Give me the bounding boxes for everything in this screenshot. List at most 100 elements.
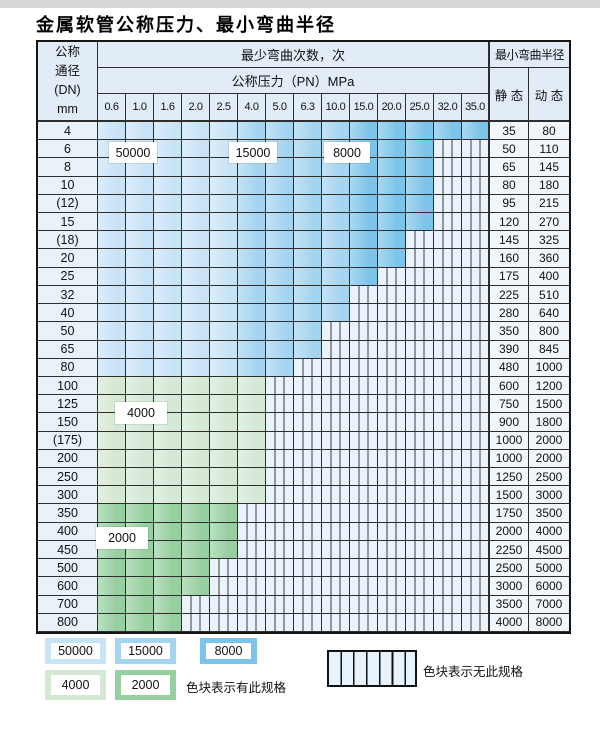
cycles-cell [434, 249, 462, 268]
pressure-tick: 4.0 [238, 94, 266, 122]
cycles-cell [154, 358, 182, 377]
cycles-cell [350, 304, 378, 323]
cycles-cell [378, 504, 406, 523]
cycles-cell [462, 449, 490, 469]
cycles-cell [350, 194, 378, 214]
cycles-cell [126, 267, 154, 286]
cycles-cell [154, 522, 182, 541]
cycles-cell [406, 140, 434, 159]
cycles-cell [154, 267, 182, 286]
cycles-cell [294, 431, 322, 450]
cycles-cell [434, 376, 462, 396]
pressure-tick: 32.0 [434, 94, 462, 122]
cycles-cell [266, 267, 294, 286]
dn-cell: 20 [38, 249, 98, 268]
cycles-cell [238, 122, 266, 141]
cycles-cell [98, 285, 126, 305]
cycles-cell [154, 140, 182, 159]
cycles-cell [434, 176, 462, 195]
dn-cell: 600 [38, 577, 98, 596]
dn-cell: 50 [38, 322, 98, 341]
cycles-cell [434, 285, 462, 305]
cycles-cell [350, 449, 378, 469]
dn-cell: 250 [38, 468, 98, 487]
cycles-cell [154, 504, 182, 523]
static-radius-cell: 900 [490, 413, 529, 432]
cycles-cell [182, 231, 210, 250]
static-radius-cell: 2500 [490, 559, 529, 578]
dn-cell: 400 [38, 522, 98, 541]
legend-chip-label: 15000 [121, 643, 170, 659]
cycles-cell [434, 613, 462, 632]
cycles-cell [294, 468, 322, 487]
cycles-cell [210, 285, 238, 305]
cycles-cell [434, 194, 462, 214]
pressure-tick: 6.3 [294, 94, 322, 122]
cycles-cell [434, 395, 462, 414]
cycles-cell [182, 540, 210, 560]
cycles-cell [98, 595, 126, 614]
cycles-cell [378, 140, 406, 159]
cycles-cell [266, 376, 294, 396]
bend-cycles-header: 最少弯曲次数，次 [98, 42, 490, 68]
cycles-cell [98, 577, 126, 596]
static-radius-cell: 350 [490, 322, 529, 341]
cycles-cell [154, 431, 182, 450]
cycles-cell [182, 140, 210, 159]
cycles-cell [266, 595, 294, 614]
cycles-cell [126, 358, 154, 377]
cycles-cell [378, 122, 406, 141]
cycles-cell [182, 176, 210, 195]
cycles-cell [210, 413, 238, 432]
cycles-cell [462, 322, 490, 341]
cycles-cell [294, 213, 322, 232]
dn-cell: 300 [38, 486, 98, 505]
cycles-cell [350, 322, 378, 341]
cycles-cell [294, 176, 322, 195]
cycles-cell [266, 468, 294, 487]
cycles-cell [266, 231, 294, 250]
cycles-cell [406, 522, 434, 541]
cycle-label-15000: 15000 [229, 142, 277, 163]
cycles-cell [266, 249, 294, 268]
dynamic-radius-cell: 6000 [529, 577, 569, 596]
cycles-cell [294, 395, 322, 414]
cycles-cell [182, 340, 210, 359]
dn-cell: 32 [38, 285, 98, 305]
static-radius-cell: 4000 [490, 613, 529, 632]
cycles-cell [378, 468, 406, 487]
cycles-cell [98, 431, 126, 450]
dn-cell: 8 [38, 158, 98, 177]
cycles-cell [182, 486, 210, 505]
cycles-cell [378, 376, 406, 396]
cycles-cell [378, 449, 406, 469]
cycles-cell [294, 559, 322, 578]
cycles-cell [210, 395, 238, 414]
cycles-cell [238, 613, 266, 632]
cycles-cell [266, 577, 294, 596]
cycles-cell [238, 267, 266, 286]
cycles-cell [182, 285, 210, 305]
cycles-cell [98, 304, 126, 323]
dynamic-radius-cell: 510 [529, 285, 569, 305]
cycles-cell [210, 613, 238, 632]
legend-chip-label: 8000 [206, 643, 251, 659]
cycles-cell [126, 431, 154, 450]
static-radius-cell: 95 [490, 194, 529, 214]
dn-cell: 100 [38, 376, 98, 396]
cycles-cell [350, 231, 378, 250]
cycles-cell [294, 595, 322, 614]
cycles-cell [434, 449, 462, 469]
cycles-cell [378, 540, 406, 560]
legend-chip-8000: 8000 [200, 638, 257, 664]
cycles-cell [378, 158, 406, 177]
cycles-cell [154, 376, 182, 396]
cycles-cell [238, 504, 266, 523]
cycles-cell [434, 304, 462, 323]
cycles-cell [154, 249, 182, 268]
cycles-cell [462, 395, 490, 414]
dynamic-radius-cell: 2500 [529, 468, 569, 487]
cycles-cell [294, 376, 322, 396]
cycles-cell [126, 304, 154, 323]
cycles-cell [210, 194, 238, 214]
